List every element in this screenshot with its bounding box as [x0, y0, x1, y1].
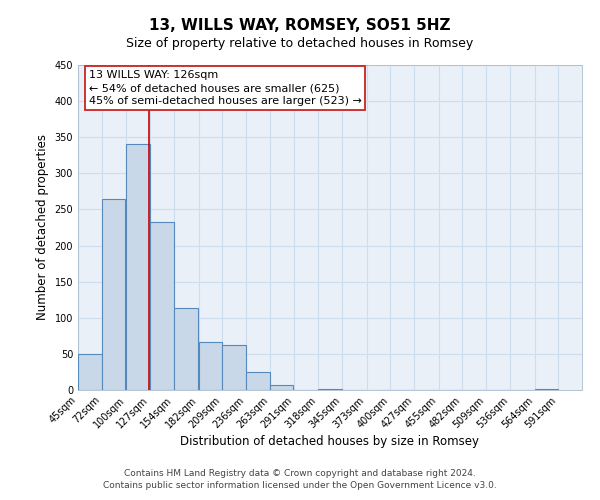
X-axis label: Distribution of detached houses by size in Romsey: Distribution of detached houses by size … — [181, 436, 479, 448]
Bar — [150, 222, 174, 390]
Bar — [270, 385, 293, 390]
Y-axis label: Number of detached properties: Number of detached properties — [36, 134, 49, 320]
Bar — [535, 388, 558, 390]
Text: 13, WILLS WAY, ROMSEY, SO51 5HZ: 13, WILLS WAY, ROMSEY, SO51 5HZ — [149, 18, 451, 32]
Bar — [78, 354, 102, 390]
Bar — [246, 372, 270, 390]
Bar — [174, 308, 197, 390]
Text: Size of property relative to detached houses in Romsey: Size of property relative to detached ho… — [127, 38, 473, 51]
Bar — [102, 198, 125, 390]
Bar — [127, 144, 150, 390]
Text: 13 WILLS WAY: 126sqm
← 54% of detached houses are smaller (625)
45% of semi-deta: 13 WILLS WAY: 126sqm ← 54% of detached h… — [89, 70, 361, 106]
Text: Contains HM Land Registry data © Crown copyright and database right 2024.
Contai: Contains HM Land Registry data © Crown c… — [103, 469, 497, 490]
Bar — [222, 345, 246, 390]
Bar — [318, 388, 342, 390]
Bar — [199, 342, 222, 390]
